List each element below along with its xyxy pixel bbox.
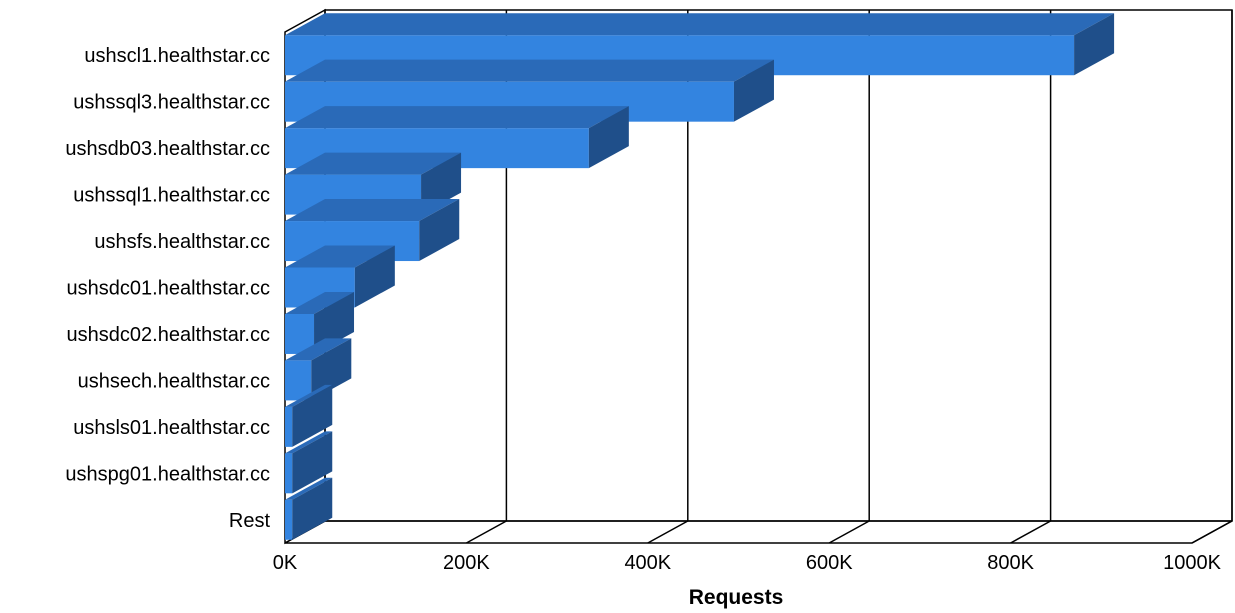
bar-side — [311, 338, 352, 401]
floor-gridline — [1010, 520, 1051, 544]
category-label: ushscl1.healthstar.cc — [84, 45, 270, 67]
bars — [285, 13, 1115, 540]
x-tick-label: 600K — [806, 552, 853, 574]
floor — [284, 520, 1233, 544]
bar-top — [285, 152, 462, 175]
category-label: ushsls01.healthstar.cc — [73, 417, 270, 439]
bar-front — [285, 453, 293, 494]
bar — [285, 477, 333, 540]
bar-side — [292, 477, 333, 540]
bar-side — [292, 431, 333, 494]
x-axis-title: Requests — [689, 586, 784, 609]
bar-side — [292, 384, 333, 447]
bar-top — [285, 245, 395, 268]
category-labels: ushscl1.healthstar.cc ushssql3.healthstar… — [65, 45, 270, 532]
category-label: ushsdb03.healthstar.cc — [65, 138, 270, 160]
bar-top — [285, 199, 460, 222]
floor-gridline — [647, 520, 689, 544]
floor-gridline — [466, 520, 507, 544]
bar-side — [733, 59, 774, 122]
bar — [285, 338, 352, 401]
bar-top — [285, 106, 629, 129]
bar-top — [285, 384, 333, 407]
bar-top — [285, 477, 333, 500]
x-tick-label: 1000K — [1163, 552, 1221, 574]
bar-front — [285, 360, 312, 401]
bar — [285, 431, 333, 494]
category-label: ushsdc01.healthstar.cc — [67, 278, 270, 300]
category-label: Rest — [229, 510, 271, 532]
bar-side — [588, 106, 629, 169]
category-label: ushspg01.healthstar.cc — [65, 463, 270, 485]
bar-side — [354, 245, 395, 308]
x-tick-label: 800K — [987, 552, 1034, 574]
x-tick-label: 400K — [624, 552, 671, 574]
bar — [285, 199, 460, 262]
x-tick-label: 0K — [273, 552, 298, 574]
bar-side — [314, 291, 355, 354]
category-label: ushsech.healthstar.cc — [78, 370, 270, 392]
bar-side — [419, 199, 460, 262]
x-tick-label: 200K — [443, 552, 490, 574]
bar-top — [285, 431, 333, 454]
bar-top — [285, 338, 352, 361]
bar — [285, 384, 333, 447]
floor-gridline — [1191, 520, 1233, 544]
bar-top — [285, 291, 355, 314]
category-label: ushsdc02.healthstar.cc — [67, 324, 270, 346]
floor-gridline — [828, 520, 870, 544]
category-label: ushssql1.healthstar.cc — [73, 185, 270, 207]
category-label: ushsfs.healthstar.cc — [94, 231, 270, 253]
bar-side — [1074, 13, 1115, 76]
category-label: ushssql3.healthstar.cc — [73, 92, 270, 114]
bar-top — [285, 59, 774, 82]
tick-labels: 0K 200K 400K 600K 800K 1000K — [273, 552, 1222, 574]
bar-front — [285, 406, 293, 447]
bar — [285, 291, 355, 354]
bar-front — [285, 499, 293, 540]
bar-top — [285, 13, 1115, 36]
